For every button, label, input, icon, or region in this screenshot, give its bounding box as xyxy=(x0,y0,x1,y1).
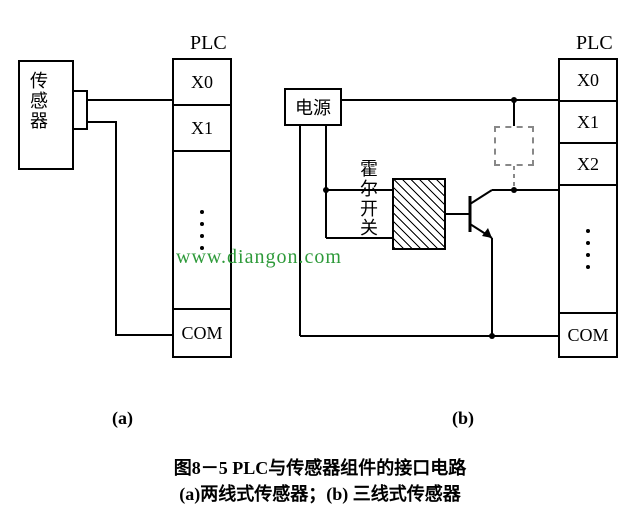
hall-switch-box xyxy=(392,178,446,250)
plc-b-com: COM xyxy=(560,314,616,356)
watermark: www.diangon.com xyxy=(176,246,342,269)
plc-a-x1: X1 xyxy=(174,106,230,152)
diagram-canvas: 传 感 器 PLC X0 X1 COM (a) 电源 霍 尔 开 关 PLC X… xyxy=(0,0,640,523)
plc-a-com: COM xyxy=(174,310,230,356)
caption-line1: 图8－5 PLC与传感器组件的接口电路 xyxy=(0,454,640,480)
optional-block xyxy=(494,126,534,166)
plc-a-x0: X0 xyxy=(174,60,230,106)
panel-a-label: (a) xyxy=(112,408,133,429)
plc-b-x1: X1 xyxy=(560,102,616,144)
caption-line2: (a)两线式传感器；(b) 三线式传感器 xyxy=(0,480,640,506)
panel-b-label: (b) xyxy=(452,408,474,429)
sensor-label: 传 感 器 xyxy=(30,72,48,131)
plc-a-box: X0 X1 COM xyxy=(172,58,232,358)
plc-a-dots xyxy=(174,152,230,310)
sensor-connector xyxy=(74,90,88,130)
plc-b-box: X0 X1 X2 COM xyxy=(558,58,618,358)
plc-b-x2: X2 xyxy=(560,144,616,186)
power-label: 电源 xyxy=(295,94,331,120)
plc-b-x0: X0 xyxy=(560,60,616,102)
plc-a-title: PLC xyxy=(190,32,227,55)
plc-b-dots xyxy=(560,186,616,314)
power-box: 电源 xyxy=(284,88,342,126)
caption: 图8－5 PLC与传感器组件的接口电路 (a)两线式传感器；(b) 三线式传感器 xyxy=(0,454,640,506)
plc-b-title: PLC xyxy=(576,32,613,55)
hall-switch-label: 霍 尔 开 关 xyxy=(360,160,378,239)
